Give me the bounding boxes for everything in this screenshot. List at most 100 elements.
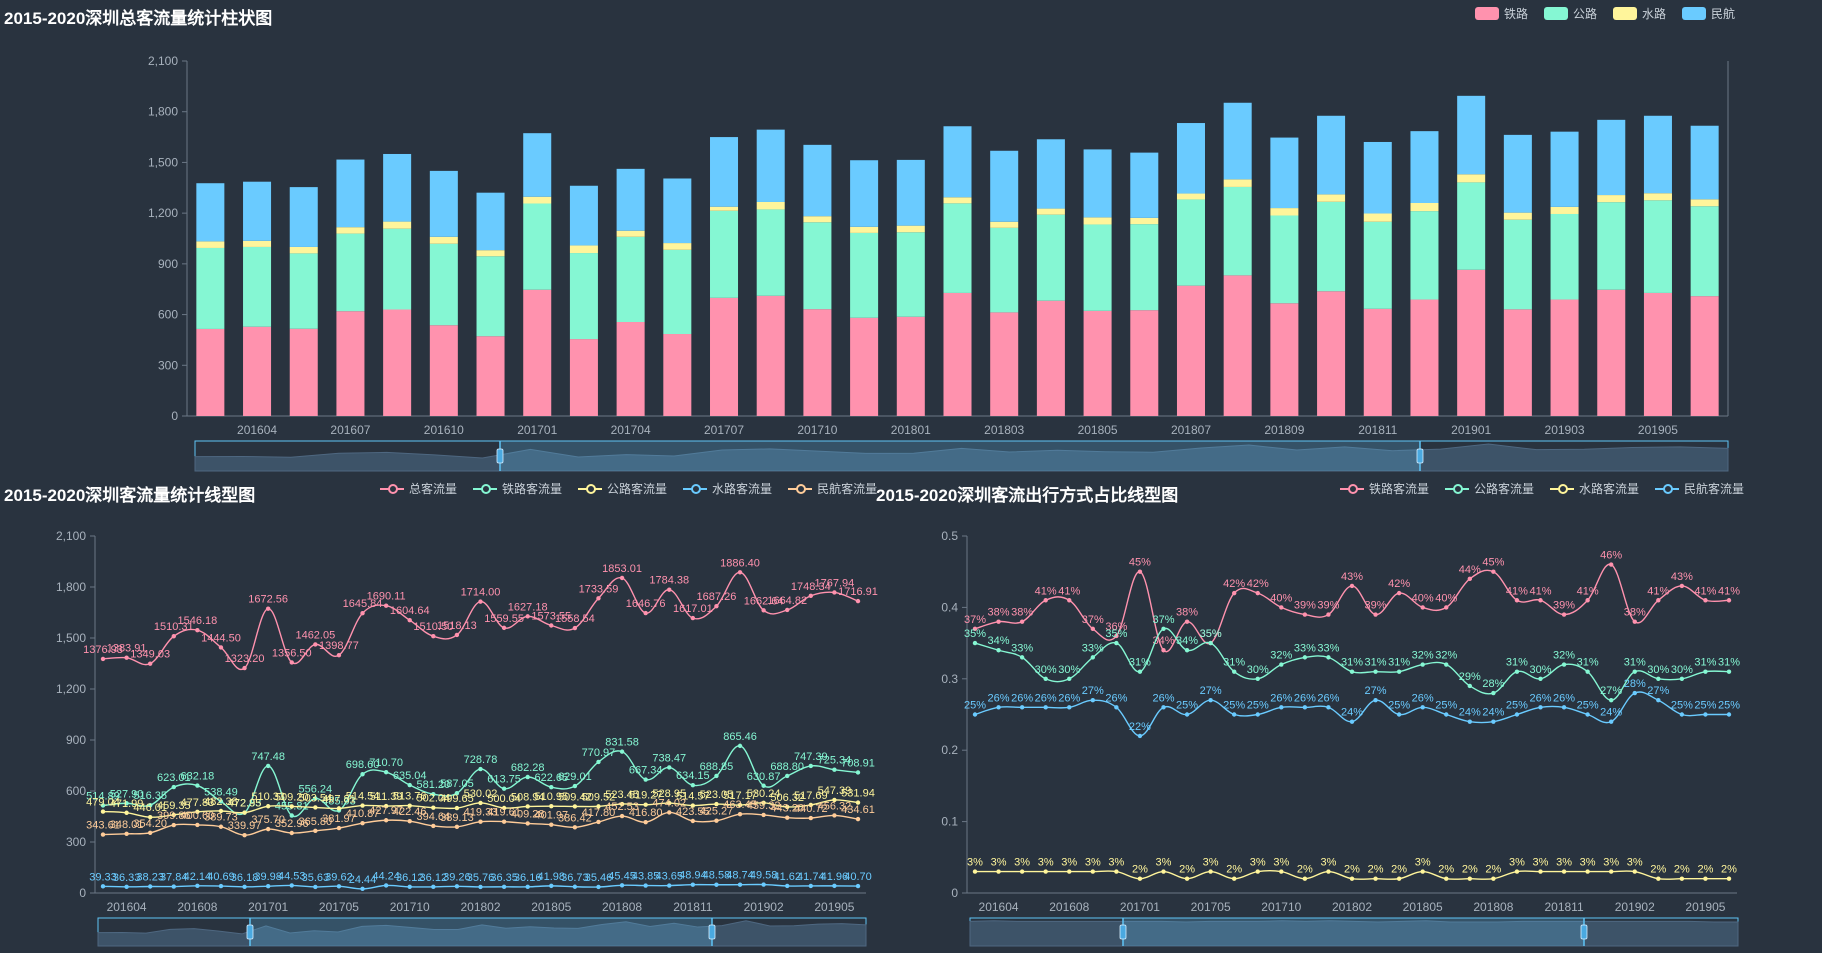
data-label: 26% bbox=[1152, 692, 1174, 704]
x-tick-label: 201808 bbox=[1473, 900, 1513, 914]
legend-item[interactable]: 铁路 bbox=[1474, 5, 1528, 22]
legend-item[interactable]: 民航 bbox=[1681, 5, 1735, 22]
series-point bbox=[501, 805, 507, 811]
series-point bbox=[1396, 876, 1402, 881]
series-point bbox=[100, 809, 106, 814]
series-point bbox=[1326, 869, 1331, 874]
data-label: 623.01 bbox=[157, 772, 191, 784]
series-point bbox=[855, 883, 861, 889]
legend-item[interactable]: 铁路客流量 bbox=[1340, 480, 1429, 497]
series-point bbox=[1656, 876, 1661, 881]
data-label: 1349.03 bbox=[130, 649, 170, 661]
series-point bbox=[501, 625, 507, 631]
x-tick-label: 201901 bbox=[1451, 423, 1491, 437]
legend-item[interactable]: 公路客流量 bbox=[1445, 480, 1534, 497]
data-label: 48.94 bbox=[679, 870, 707, 882]
legend-item[interactable]: 铁路客流量 bbox=[473, 480, 562, 497]
data-label: 26% bbox=[1270, 692, 1292, 704]
bar-segment bbox=[383, 221, 412, 229]
legend-label: 公路客流量 bbox=[1474, 482, 1535, 496]
legend-item[interactable]: 公路客流量 bbox=[578, 480, 667, 497]
data-label: 410.87 bbox=[346, 808, 380, 820]
data-label: 35.46 bbox=[585, 872, 613, 884]
series-point bbox=[124, 810, 129, 815]
data-label: 500.04 bbox=[487, 793, 521, 805]
x-tick-label: 201701 bbox=[248, 900, 288, 914]
series-point bbox=[1420, 705, 1425, 710]
data-label: 25% bbox=[1388, 700, 1410, 712]
series-point bbox=[218, 799, 224, 804]
bar-segment bbox=[523, 196, 552, 204]
data-label: 1627.18 bbox=[508, 601, 548, 613]
series-point bbox=[1326, 612, 1331, 617]
data-label: 1748.34 bbox=[791, 581, 831, 593]
series-point bbox=[360, 803, 365, 808]
legend-item[interactable]: 民航客流量 bbox=[1655, 480, 1744, 497]
x-tick-label: 201903 bbox=[1545, 423, 1585, 437]
data-label: 688.85 bbox=[700, 761, 734, 773]
bar-segment bbox=[896, 232, 925, 317]
data-label: 531.94 bbox=[841, 788, 875, 800]
series-point bbox=[1585, 598, 1590, 603]
series-point bbox=[808, 763, 814, 769]
series-point bbox=[855, 816, 861, 822]
series-point bbox=[1373, 612, 1378, 617]
series-point bbox=[1208, 698, 1213, 703]
data-label: 36% bbox=[1105, 621, 1127, 633]
data-label: 389.13 bbox=[440, 812, 474, 824]
data-label: 28% bbox=[1624, 678, 1646, 690]
data-label: 513.76 bbox=[393, 791, 427, 803]
legend-item[interactable]: 公路 bbox=[1543, 5, 1597, 22]
bar-segment bbox=[1503, 212, 1532, 220]
data-label: 419.33 bbox=[464, 807, 498, 819]
data-label: 472.33 bbox=[228, 798, 262, 810]
series-point bbox=[1679, 583, 1685, 589]
bar-segment bbox=[1690, 199, 1719, 207]
bar-segment bbox=[1410, 211, 1439, 300]
bar-segment bbox=[896, 316, 925, 416]
series-point bbox=[1491, 876, 1496, 881]
data-label: 509.42 bbox=[558, 791, 592, 803]
bar-segment bbox=[1410, 131, 1439, 203]
series-point bbox=[171, 634, 176, 639]
series-point bbox=[761, 800, 766, 806]
bar-segment bbox=[803, 309, 832, 416]
legend-item[interactable]: 水路客流量 bbox=[1550, 480, 1639, 497]
x-tick-label: 201604 bbox=[979, 900, 1019, 914]
data-label: 37% bbox=[964, 614, 986, 626]
data-label: 477.83 bbox=[181, 797, 215, 809]
legend-swatch bbox=[1474, 7, 1499, 20]
legend-item[interactable]: 总客流量 bbox=[380, 480, 457, 497]
data-label: 1716.91 bbox=[838, 586, 878, 598]
series-point bbox=[690, 782, 696, 788]
bar-segment bbox=[1690, 206, 1719, 297]
legend-item[interactable]: 水路客流量 bbox=[683, 480, 772, 497]
bar-segment bbox=[990, 221, 1019, 228]
data-label: 499.65 bbox=[440, 793, 474, 805]
bar-segment bbox=[803, 222, 832, 310]
legend-item[interactable]: 水路 bbox=[1612, 5, 1666, 22]
data-label: 865.46 bbox=[723, 731, 757, 743]
data-label: 400.60 bbox=[181, 810, 215, 822]
data-label: 30% bbox=[1647, 664, 1669, 676]
datazoom-handle bbox=[246, 924, 254, 940]
data-label: 519.27 bbox=[629, 790, 663, 802]
series-point bbox=[525, 821, 530, 826]
series-point bbox=[643, 777, 648, 782]
bar-segment bbox=[429, 243, 458, 326]
x-tick-label: 201607 bbox=[330, 423, 370, 437]
series-point bbox=[1608, 719, 1614, 724]
series-point bbox=[972, 869, 978, 874]
x-tick-label: 201705 bbox=[1191, 900, 1231, 914]
bar-segment bbox=[289, 253, 318, 329]
data-label: 3% bbox=[1108, 857, 1124, 869]
series-point bbox=[100, 832, 106, 837]
legend-item[interactable]: 民航客流量 bbox=[788, 480, 877, 497]
data-label: 31% bbox=[1223, 657, 1245, 669]
series-point bbox=[1608, 562, 1614, 567]
data-label: 43% bbox=[1671, 571, 1693, 583]
data-label: 502.04 bbox=[416, 793, 450, 805]
data-label: 497.81 bbox=[322, 793, 356, 805]
data-label: 31% bbox=[1718, 657, 1740, 669]
legend-label: 公路客流量 bbox=[607, 482, 668, 496]
